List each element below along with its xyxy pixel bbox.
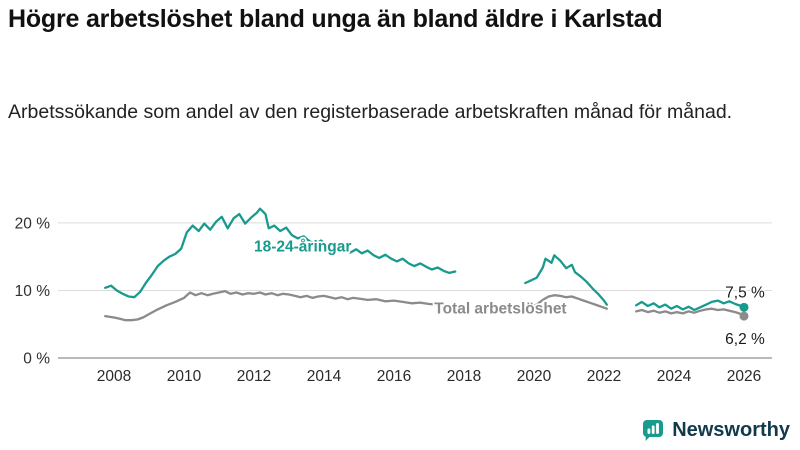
x-tick-label: 2022 (587, 368, 621, 385)
x-tick-label: 2016 (377, 368, 411, 385)
x-tick-label: 2020 (517, 368, 552, 385)
end-dot-total (739, 311, 749, 321)
x-tick-label: 2010 (167, 368, 202, 385)
y-tick-label: 0 % (23, 351, 50, 368)
x-tick-label: 2018 (447, 368, 481, 385)
end-label-total: 6,2 % (725, 331, 765, 348)
newsworthy-logo-icon (643, 420, 664, 441)
x-tick-label: 2012 (237, 368, 271, 385)
x-tick-label: 2008 (97, 368, 131, 385)
end-label-youth: 7,5 % (725, 284, 765, 301)
y-tick-label: 10 % (15, 283, 51, 300)
x-tick-label: 2014 (307, 368, 342, 385)
x-tick-label: 2024 (657, 368, 692, 385)
newsworthy-brand-link[interactable]: Newsworthy (641, 418, 790, 442)
line-chart-svg: 0 % 10 % 20 % 2008 2010 2012 2014 2016 2018 2020 2… (15, 207, 772, 385)
inline-label-total: Total arbetslöshet (434, 300, 566, 317)
line-total (524, 294, 608, 310)
newsworthy-brand-text: Newsworthy (672, 418, 790, 441)
line-youth (104, 207, 457, 299)
end-dot-youth (739, 302, 749, 312)
chart-subtitle: Arbetssökande som andel av den registerb… (8, 101, 733, 123)
x-tick-label: 2026 (727, 368, 761, 385)
line-chart: 0 % 10 % 20 % 2008 2010 2012 2014 2016 2018 2020 2… (0, 188, 800, 413)
line-total (104, 289, 457, 322)
line-youth (524, 254, 608, 306)
y-tick-label: 20 % (15, 215, 51, 232)
line-youth (635, 299, 746, 312)
line-total (635, 307, 746, 318)
inline-label-youth: 18-24-åringar (254, 238, 351, 255)
chart-title: Högre arbetslöshet bland unga än bland ä… (8, 5, 663, 33)
